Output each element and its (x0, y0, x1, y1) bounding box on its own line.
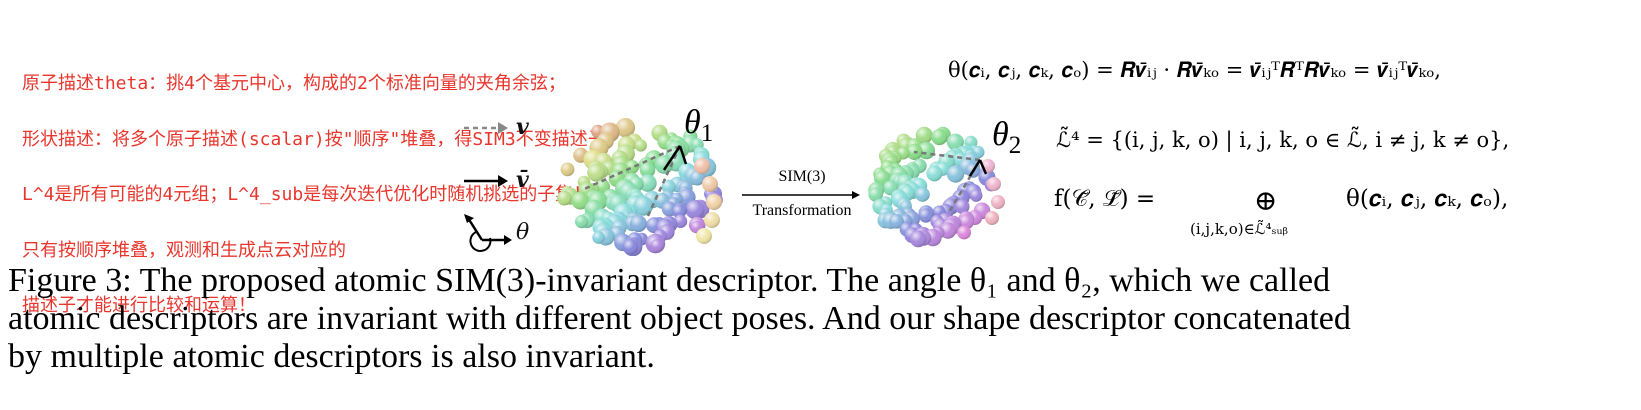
sphere-highlight (634, 139, 647, 152)
equation-oplus: ⊕ (1254, 184, 1278, 217)
sphere-highlight (560, 162, 575, 177)
transform-arrow-icon (742, 191, 860, 199)
sphere-highlight (633, 196, 653, 216)
sphere-highlight (704, 212, 720, 228)
sphere-highlight (654, 155, 674, 174)
caption-line: atomic descriptors are invariant with di… (8, 300, 1351, 337)
sphere-highlight (991, 195, 1005, 209)
legend-label: v̄ (516, 167, 529, 193)
legend-solid-vector: v̄ (462, 165, 552, 197)
equation-f-lhs: f(𝒞̃, ℒ̃) = (1054, 186, 1156, 212)
sphere-highlight (946, 133, 964, 151)
sphere-highlight (557, 190, 572, 206)
figure-legend: v v̄ θ (462, 108, 552, 258)
sphere-highlight (954, 199, 970, 214)
sphere-highlight (661, 179, 676, 194)
point-cloud-transformed (868, 126, 1005, 248)
figure-caption: Figure 3: The proposed atomic SIM(3)-inv… (8, 262, 1628, 376)
vector-line (662, 145, 682, 171)
theta-symbol: θ (992, 116, 1009, 153)
caption-line: by multiple atomic descriptors is also i… (8, 338, 655, 375)
theta-subscript: 1 (700, 119, 714, 147)
legend-angle: θ (462, 212, 552, 252)
sphere-highlight (868, 187, 883, 202)
sphere-highlight (987, 177, 1001, 191)
sphere-highlight (931, 128, 948, 146)
theta-symbol: θ (684, 104, 701, 141)
dashed-arrow-icon (464, 122, 508, 134)
solid-arrow-icon (464, 175, 508, 187)
sphere-highlight (696, 228, 712, 244)
sphere-highlight (915, 187, 930, 202)
equation-f-rhs: θ(𝒄ᵢ, 𝒄ⱼ, 𝒄ₖ, 𝒄ₒ), (1346, 186, 1509, 212)
vector-line (646, 145, 682, 217)
annotation-line: L^4是所有可能的4元组；L^4_sub是每次迭代优化时随机挑选的子集！ (22, 184, 592, 205)
sphere-highlight (969, 189, 983, 202)
legend-label: v (516, 114, 529, 140)
sphere-highlight (689, 170, 705, 186)
sphere-highlight (685, 200, 705, 220)
sim3-transformation: SIM(3) Transformation (738, 168, 866, 228)
point-cloud-original (557, 118, 723, 256)
sphere-highlight (889, 214, 904, 229)
theta1-label: θ1 (684, 104, 713, 148)
sphere-highlight (909, 230, 927, 248)
sphere-highlight (694, 158, 710, 174)
angle-icon (464, 214, 512, 252)
sphere-highlight (985, 211, 999, 225)
transform-label-top: SIM(3) (778, 168, 826, 185)
caption-line: Figure 3: The proposed atomic SIM(3)-inv… (8, 262, 1331, 299)
sphere-highlight (639, 174, 657, 192)
equation-l4: ℒ̃⁴ = {(i, j, k, o) | i, j, k, o ∈ ℒ̃, i… (1056, 128, 1510, 152)
vector-line (978, 159, 988, 175)
annotation-note: 原子描述theta：挑4个基元中心，构成的2个标准向量的夹角余弦； 形状描述：将… (22, 38, 782, 334)
sphere-highlight (587, 163, 606, 182)
annotation-line: 原子描述theta：挑4个基元中心，构成的2个标准向量的夹角余弦； (22, 73, 566, 94)
annotation-line: 形状描述：将多个原子描述(scalar)按"顺序"堆叠，得SIM3不变描述子！ (22, 128, 624, 150)
legend-label: θ (516, 220, 530, 245)
vector-line (678, 145, 688, 165)
equation-theta: θ(𝒄ᵢ, 𝒄ⱼ, 𝒄ₖ, 𝒄ₒ) = 𝑹𝒗̄ᵢⱼ · 𝑹𝒗̄ₖₒ = 𝒗̄ᵢⱼ… (948, 58, 1441, 82)
sphere-highlight (622, 239, 639, 255)
annotation-line: 只有按顺序堆叠，观测和生成点云对应的 (22, 239, 346, 261)
annotation-line: 描述子才能进行比较和运算！ (22, 295, 256, 316)
sphere-highlight (958, 214, 974, 230)
transform-label-bottom: Transformation (752, 202, 852, 219)
sphere-highlight (706, 194, 722, 210)
equation-f-under: (i,j,k,o)∈ℒ̃⁴ₛᵤᵦ (1190, 220, 1288, 238)
theta2-label: θ2 (992, 116, 1021, 160)
sphere-highlight (915, 126, 933, 144)
vector-line (968, 159, 982, 177)
sphere-highlight (702, 176, 718, 192)
theta-subscript: 2 (1008, 131, 1022, 159)
sphere-highlight (926, 165, 943, 182)
sphere-highlight (918, 208, 933, 223)
sphere-highlight (592, 231, 605, 244)
sphere-highlight (615, 118, 636, 138)
sphere-highlight (957, 225, 971, 240)
legend-dashed-vector: v (462, 112, 552, 144)
vector-line (913, 150, 981, 162)
sphere-highlight (571, 191, 590, 210)
sphere-highlight (639, 162, 656, 178)
sphere-highlight (629, 215, 647, 233)
sphere-highlight (946, 165, 965, 183)
sphere-highlight (575, 215, 589, 229)
sphere-highlight (650, 239, 664, 253)
